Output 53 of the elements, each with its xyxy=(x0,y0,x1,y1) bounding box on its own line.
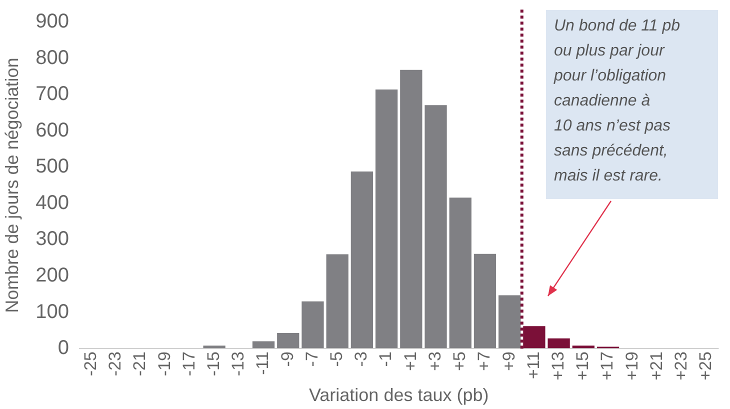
x-tick-label: -23 xyxy=(106,352,125,376)
x-tick-label: -19 xyxy=(154,352,174,376)
y-tick-label: 100 xyxy=(36,300,69,323)
x-tick-label: +5 xyxy=(450,352,470,371)
bar xyxy=(498,295,521,348)
x-axis-title: Variation des taux (pb) xyxy=(308,385,489,406)
y-tick-label: 0 xyxy=(58,337,69,360)
x-tick-label: -1 xyxy=(376,352,396,367)
bar xyxy=(302,301,324,348)
y-tick-label: 900 xyxy=(36,10,69,33)
y-tick-label: 600 xyxy=(36,119,69,142)
bar xyxy=(400,70,422,348)
x-tick-label: +25 xyxy=(696,352,716,380)
x-tick-label: +21 xyxy=(646,352,666,380)
x-tick-label: +9 xyxy=(499,352,518,371)
bar xyxy=(203,346,226,348)
x-tick-label: +23 xyxy=(672,352,691,380)
bar xyxy=(474,254,496,348)
x-tick-label: +3 xyxy=(425,352,444,371)
bar xyxy=(375,89,398,348)
y-axis-title: Nombre de jours de négociation xyxy=(2,58,22,313)
x-tick-label: -13 xyxy=(228,352,248,376)
bar xyxy=(326,254,348,348)
x-tick-label: -15 xyxy=(204,352,223,376)
x-tick-label: -9 xyxy=(278,352,297,367)
y-tick-label: 300 xyxy=(36,228,69,250)
x-tick-label: +1 xyxy=(400,352,420,371)
bar xyxy=(572,346,594,348)
x-tick-label: -3 xyxy=(352,352,371,367)
annotation: Un bond de 11 pb ou plus par jour pour l’obligation canadienne à 10 ans n’est pas sans précédent, mais il est rare. xyxy=(553,17,680,184)
x-tick-label: +17 xyxy=(598,352,617,380)
x-tick-label: +7 xyxy=(474,352,494,371)
bar xyxy=(350,171,374,348)
bar xyxy=(252,341,275,348)
x-tick-label: +13 xyxy=(548,352,568,380)
x-tick-label: -5 xyxy=(327,352,346,367)
bar xyxy=(548,338,570,348)
x-tick-label: -11 xyxy=(253,352,272,375)
x-tick-label: -7 xyxy=(302,352,322,367)
x-tick-label: +11 xyxy=(524,352,543,380)
y-tick-label: 200 xyxy=(36,264,69,287)
x-tick-label: +19 xyxy=(622,352,642,380)
x-tick-label: -25 xyxy=(80,352,100,376)
x-tick-label: +15 xyxy=(573,352,592,380)
x-tick-label: -21 xyxy=(130,352,150,376)
x-tick-label: -17 xyxy=(179,352,198,376)
y-tick-label: 700 xyxy=(36,83,69,106)
y-tick-label: 400 xyxy=(36,192,69,214)
y-tick-label: 800 xyxy=(36,46,69,69)
bar xyxy=(449,198,472,348)
bar xyxy=(424,105,447,348)
bar xyxy=(277,332,300,348)
y-tick-label: 500 xyxy=(36,156,69,178)
